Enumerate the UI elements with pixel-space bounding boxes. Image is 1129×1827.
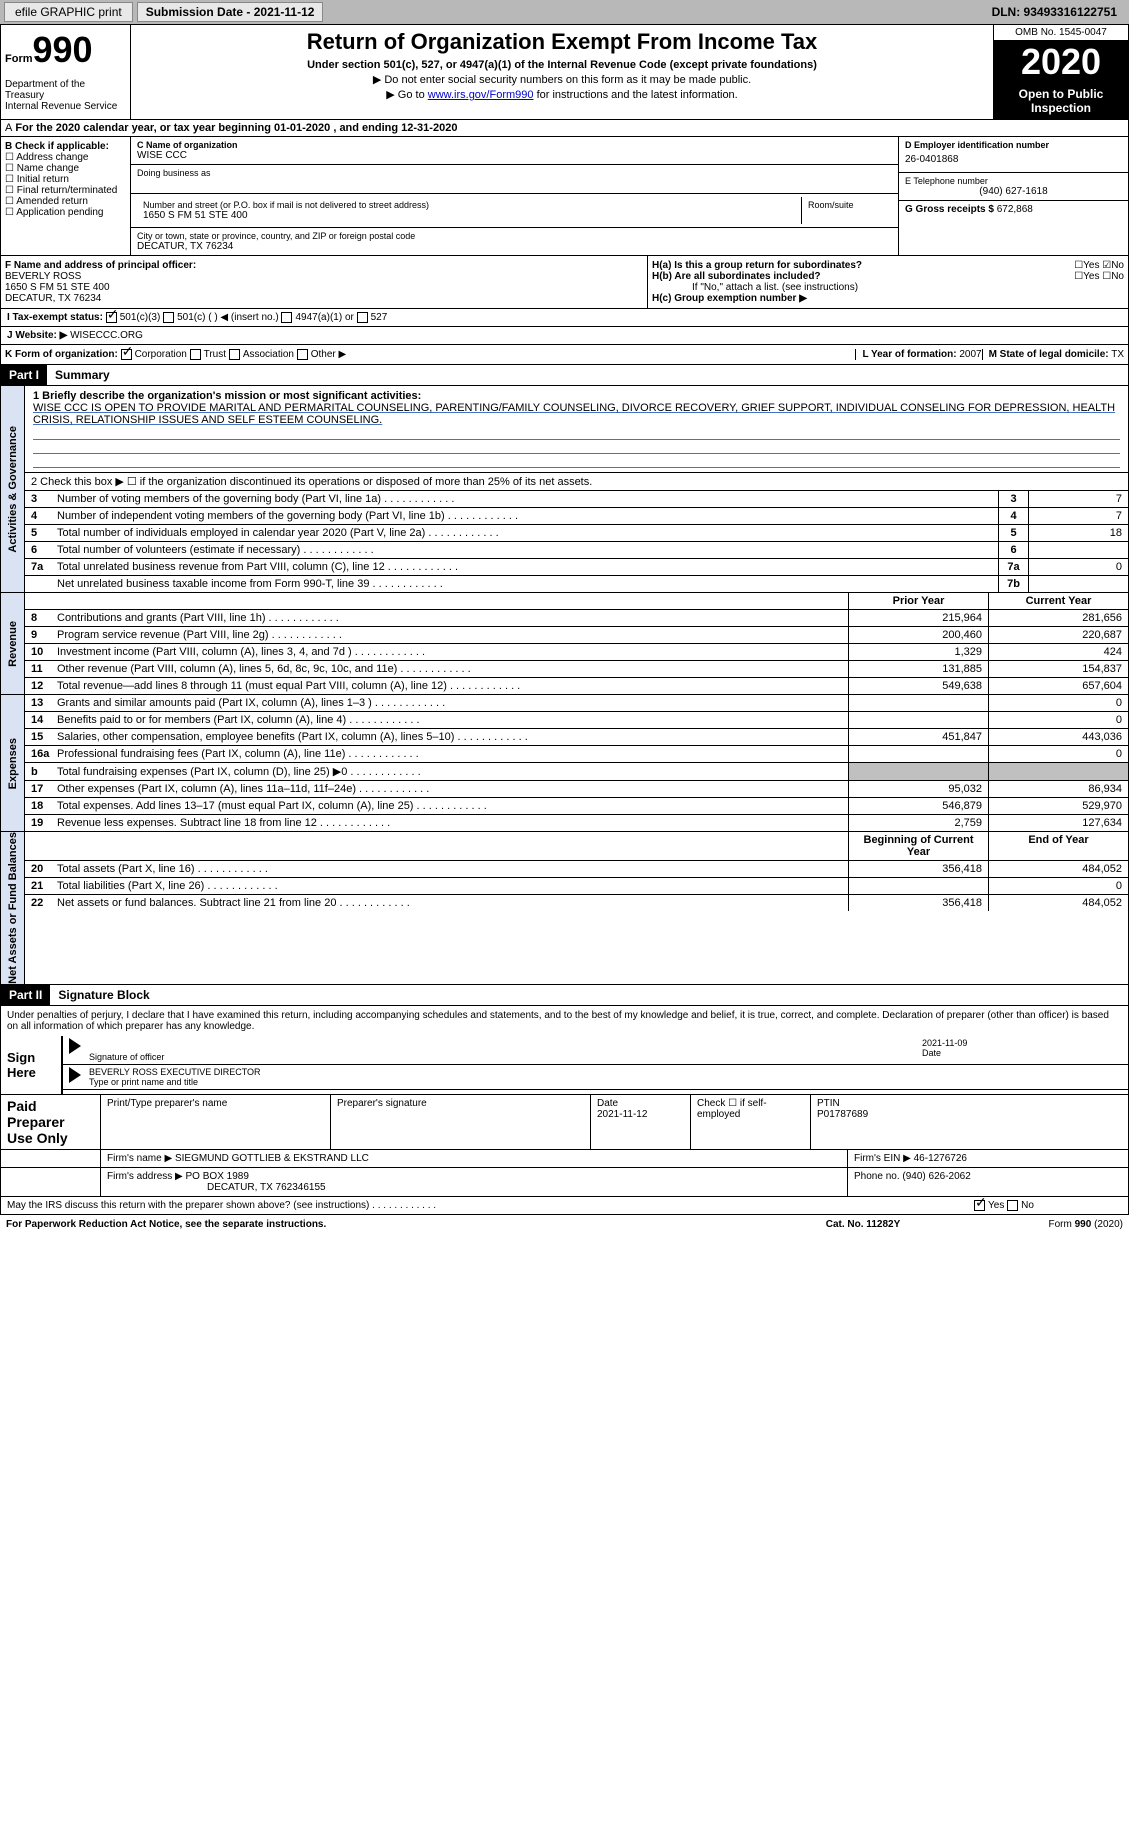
row-klm: K Form of organization: Corporation Trus… bbox=[0, 345, 1129, 365]
rev-row: 12Total revenue—add lines 8 through 11 (… bbox=[25, 678, 1128, 694]
part1-header: Part ISummary bbox=[0, 365, 1129, 386]
exp-row: 18Total expenses. Add lines 13–17 (must … bbox=[25, 798, 1128, 815]
rev-row: 9Program service revenue (Part VIII, lin… bbox=[25, 627, 1128, 644]
mission: WISE CCC IS OPEN TO PROVIDE MARITAL AND … bbox=[33, 402, 1120, 426]
org-city: DECATUR, TX 76234 bbox=[137, 241, 892, 252]
dln: DLN: 93493316122751 bbox=[992, 5, 1125, 19]
section-fh: F Name and address of principal officer:… bbox=[0, 256, 1129, 309]
gov-row: 5Total number of individuals employed in… bbox=[25, 525, 1128, 542]
gov-row: Net unrelated business taxable income fr… bbox=[25, 576, 1128, 592]
efile-button[interactable]: efile GRAPHIC print bbox=[4, 2, 133, 22]
box-h: H(a) Is this a group return for subordin… bbox=[648, 256, 1128, 308]
exp-row: 14Benefits paid to or for members (Part … bbox=[25, 712, 1128, 729]
box-c: C Name of organizationWISE CCC Doing bus… bbox=[131, 137, 898, 255]
exp-row: 19Revenue less expenses. Subtract line 1… bbox=[25, 815, 1128, 831]
form-title: Return of Organization Exempt From Incom… bbox=[135, 29, 989, 55]
gov-row: 6Total number of volunteers (estimate if… bbox=[25, 542, 1128, 559]
top-bar: efile GRAPHIC print Submission Date - 20… bbox=[0, 0, 1129, 24]
form-word: Form bbox=[5, 53, 33, 65]
netassets-section: Net Assets or Fund Balances Beginning of… bbox=[0, 832, 1129, 985]
page-footer: For Paperwork Reduction Act Notice, see … bbox=[0, 1215, 1129, 1234]
box-f: F Name and address of principal officer:… bbox=[1, 256, 648, 308]
phone: (940) 627-1618 bbox=[905, 186, 1122, 197]
exp-row: 16aProfessional fundraising fees (Part I… bbox=[25, 746, 1128, 763]
row-j: J Website: ▶ WISECCC.ORG bbox=[0, 327, 1129, 345]
omb-number: OMB No. 1545-0047 bbox=[994, 25, 1128, 41]
governance-section: Activities & Governance 1 Briefly descri… bbox=[0, 386, 1129, 593]
revenue-section: Revenue Prior YearCurrent Year 8Contribu… bbox=[0, 593, 1129, 695]
submission-date: Submission Date - 2021-11-12 bbox=[137, 2, 324, 22]
period-row: A For the 2020 calendar year, or tax yea… bbox=[0, 120, 1129, 137]
net-row: 22Net assets or fund balances. Subtract … bbox=[25, 895, 1128, 911]
ein: 26-0401868 bbox=[905, 150, 1122, 169]
instruction-1: ▶ Do not enter social security numbers o… bbox=[135, 73, 989, 86]
open-public: Open to Public Inspection bbox=[994, 83, 1128, 119]
box-deg: D Employer identification number26-04018… bbox=[898, 137, 1128, 255]
org-address: 1650 S FM 51 STE 400 bbox=[143, 210, 795, 221]
exp-row: 15Salaries, other compensation, employee… bbox=[25, 729, 1128, 746]
exp-row: bTotal fundraising expenses (Part IX, co… bbox=[25, 763, 1128, 781]
department: Department of the Treasury Internal Reve… bbox=[5, 79, 126, 112]
instruction-2: ▶ Go to www.irs.gov/Form990 for instruct… bbox=[135, 88, 989, 101]
form-subtitle: Under section 501(c), 527, or 4947(a)(1)… bbox=[135, 59, 989, 71]
net-row: 20Total assets (Part X, line 16)356,4184… bbox=[25, 861, 1128, 878]
net-row: 21Total liabilities (Part X, line 26)0 bbox=[25, 878, 1128, 895]
tax-year: 2020 bbox=[994, 41, 1128, 83]
row-i: I Tax-exempt status: 501(c)(3) 501(c) ( … bbox=[0, 309, 1129, 327]
section-bcdeg: B Check if applicable: ☐ Address change … bbox=[0, 137, 1129, 256]
exp-row: 13Grants and similar amounts paid (Part … bbox=[25, 695, 1128, 712]
form-header: Form990 Department of the Treasury Inter… bbox=[0, 24, 1129, 120]
gov-row: 7aTotal unrelated business revenue from … bbox=[25, 559, 1128, 576]
form-number: 990 bbox=[33, 29, 93, 70]
gov-row: 3Number of voting members of the governi… bbox=[25, 491, 1128, 508]
exp-row: 17Other expenses (Part IX, column (A), l… bbox=[25, 781, 1128, 798]
rev-row: 11Other revenue (Part VIII, column (A), … bbox=[25, 661, 1128, 678]
box-b: B Check if applicable: ☐ Address change … bbox=[1, 137, 131, 255]
preparer-block: Paid Preparer Use Only Print/Type prepar… bbox=[0, 1095, 1129, 1215]
part2-header: Part IISignature Block bbox=[0, 985, 1129, 1006]
org-name: WISE CCC bbox=[137, 150, 892, 161]
signature-block: Under penalties of perjury, I declare th… bbox=[0, 1006, 1129, 1095]
gov-row: 4Number of independent voting members of… bbox=[25, 508, 1128, 525]
rev-row: 10Investment income (Part VIII, column (… bbox=[25, 644, 1128, 661]
rev-row: 8Contributions and grants (Part VIII, li… bbox=[25, 610, 1128, 627]
expenses-section: Expenses 13Grants and similar amounts pa… bbox=[0, 695, 1129, 832]
website: WISECCC.ORG bbox=[70, 330, 143, 341]
gross-receipts: 672,868 bbox=[997, 204, 1033, 215]
irs-link[interactable]: www.irs.gov/Form990 bbox=[428, 89, 534, 101]
